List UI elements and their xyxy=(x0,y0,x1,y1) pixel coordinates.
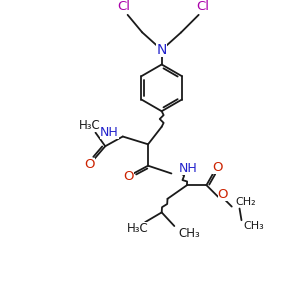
Text: H₃C: H₃C xyxy=(127,223,148,236)
Text: CH₂: CH₂ xyxy=(236,197,256,207)
Text: O: O xyxy=(212,161,222,174)
Text: CH₃: CH₃ xyxy=(243,221,264,231)
Text: N: N xyxy=(157,43,167,57)
Text: Cl: Cl xyxy=(196,0,209,13)
Text: O: O xyxy=(84,158,95,171)
Text: NH: NH xyxy=(179,162,198,175)
Text: CH₃: CH₃ xyxy=(178,227,200,240)
Text: Cl: Cl xyxy=(117,0,130,13)
Text: O: O xyxy=(123,170,134,183)
Text: O: O xyxy=(218,188,228,201)
Text: NH: NH xyxy=(100,126,119,139)
Text: H₃C: H₃C xyxy=(79,119,100,132)
